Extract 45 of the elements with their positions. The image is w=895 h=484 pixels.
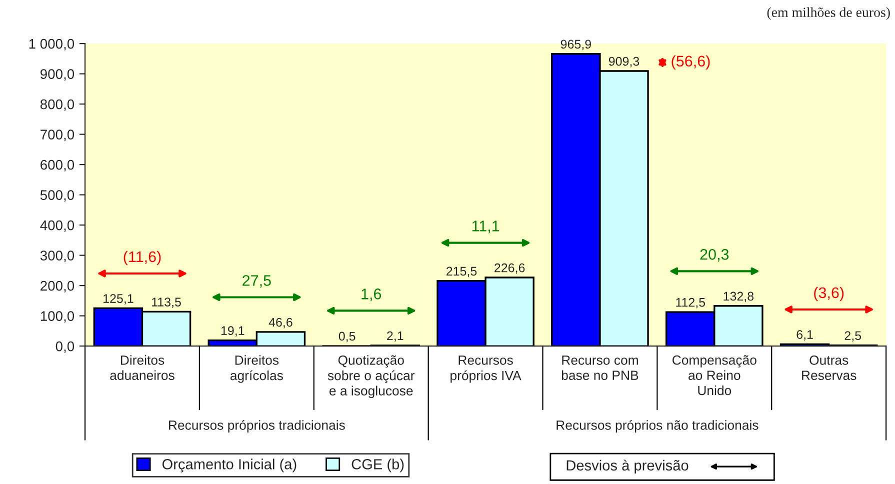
- text: Recursos próprios tradicionais: [169, 420, 345, 432]
- y-tick-label: 500,0: [40, 190, 74, 202]
- data-label: 6,1: [796, 330, 813, 340]
- y-tick-label: 800,0: [40, 99, 74, 111]
- text: Recursos próprios não tradicionais: [556, 420, 758, 432]
- legend-label: Orçamento Inicial (a): [162, 458, 296, 472]
- data-label: 2,1: [387, 331, 404, 342]
- annotation: (11,6): [124, 250, 161, 266]
- data-label: 125,1: [104, 294, 134, 304]
- y-tick-label: 100,0: [40, 311, 74, 323]
- legend-label: CGE (b): [352, 458, 404, 472]
- data-label: 909,3: [608, 56, 640, 68]
- y-tick-label: 300,0: [40, 250, 74, 262]
- x-tick-label: Quotização sobre o açúcar e a isoglucose: [328, 355, 415, 398]
- x-tick-label: Outras Reservas: [802, 355, 856, 380]
- data-label: 226,6: [494, 263, 525, 274]
- y-tick-label: 900,0: [40, 69, 74, 81]
- data-label: 0,5: [338, 332, 356, 342]
- data-label: 215,5: [446, 266, 477, 278]
- data-label: 112,5: [676, 298, 706, 308]
- chart-subtitle: (em milhões de euros): [767, 7, 890, 20]
- y-tick-label: 200,0: [40, 280, 74, 292]
- y-tick-label: 0,0: [56, 341, 74, 353]
- data-label: 132,8: [724, 292, 754, 302]
- y-tick-label: 1 000,0: [29, 38, 74, 50]
- x-tick-label: Direitos agrícolas: [230, 355, 283, 383]
- y-tick-label: 400,0: [40, 220, 74, 232]
- data-label: 113,5: [152, 298, 181, 308]
- y-tick-label: 700,0: [40, 130, 74, 142]
- y-tick-label: 600,0: [40, 160, 74, 172]
- annotation: (56,6): [672, 55, 710, 70]
- data-label: 965,9: [560, 40, 591, 50]
- data-label: 46,6: [268, 318, 292, 328]
- x-tick-label: Recursos próprios IVA: [450, 356, 522, 383]
- annotation: (3,6): [814, 286, 844, 302]
- annotation: 1,6: [362, 288, 382, 302]
- data-label: 2,5: [844, 331, 862, 342]
- x-tick-label: Recurso com base no PNB: [562, 356, 638, 380]
- text: Desvios à previsão: [566, 460, 688, 474]
- annotation: 20,3: [700, 248, 729, 262]
- data-label: 19,1: [221, 326, 244, 337]
- annotation: 11,1: [472, 220, 500, 234]
- x-tick-label: Direitos aduaneiros: [110, 355, 174, 380]
- x-tick-label: Compensação ao Reino Unido: [672, 355, 756, 396]
- annotation: 27,5: [242, 275, 271, 288]
